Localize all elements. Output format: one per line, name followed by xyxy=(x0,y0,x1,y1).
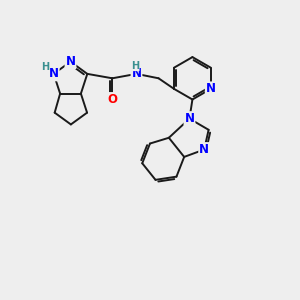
Text: N: N xyxy=(206,82,216,95)
Text: H: H xyxy=(131,61,139,70)
Text: N: N xyxy=(199,143,209,156)
Text: N: N xyxy=(65,55,76,68)
Text: N: N xyxy=(49,68,59,80)
Text: N: N xyxy=(184,112,194,125)
Text: H: H xyxy=(41,62,50,72)
Text: N: N xyxy=(131,68,142,80)
Text: O: O xyxy=(107,93,117,106)
